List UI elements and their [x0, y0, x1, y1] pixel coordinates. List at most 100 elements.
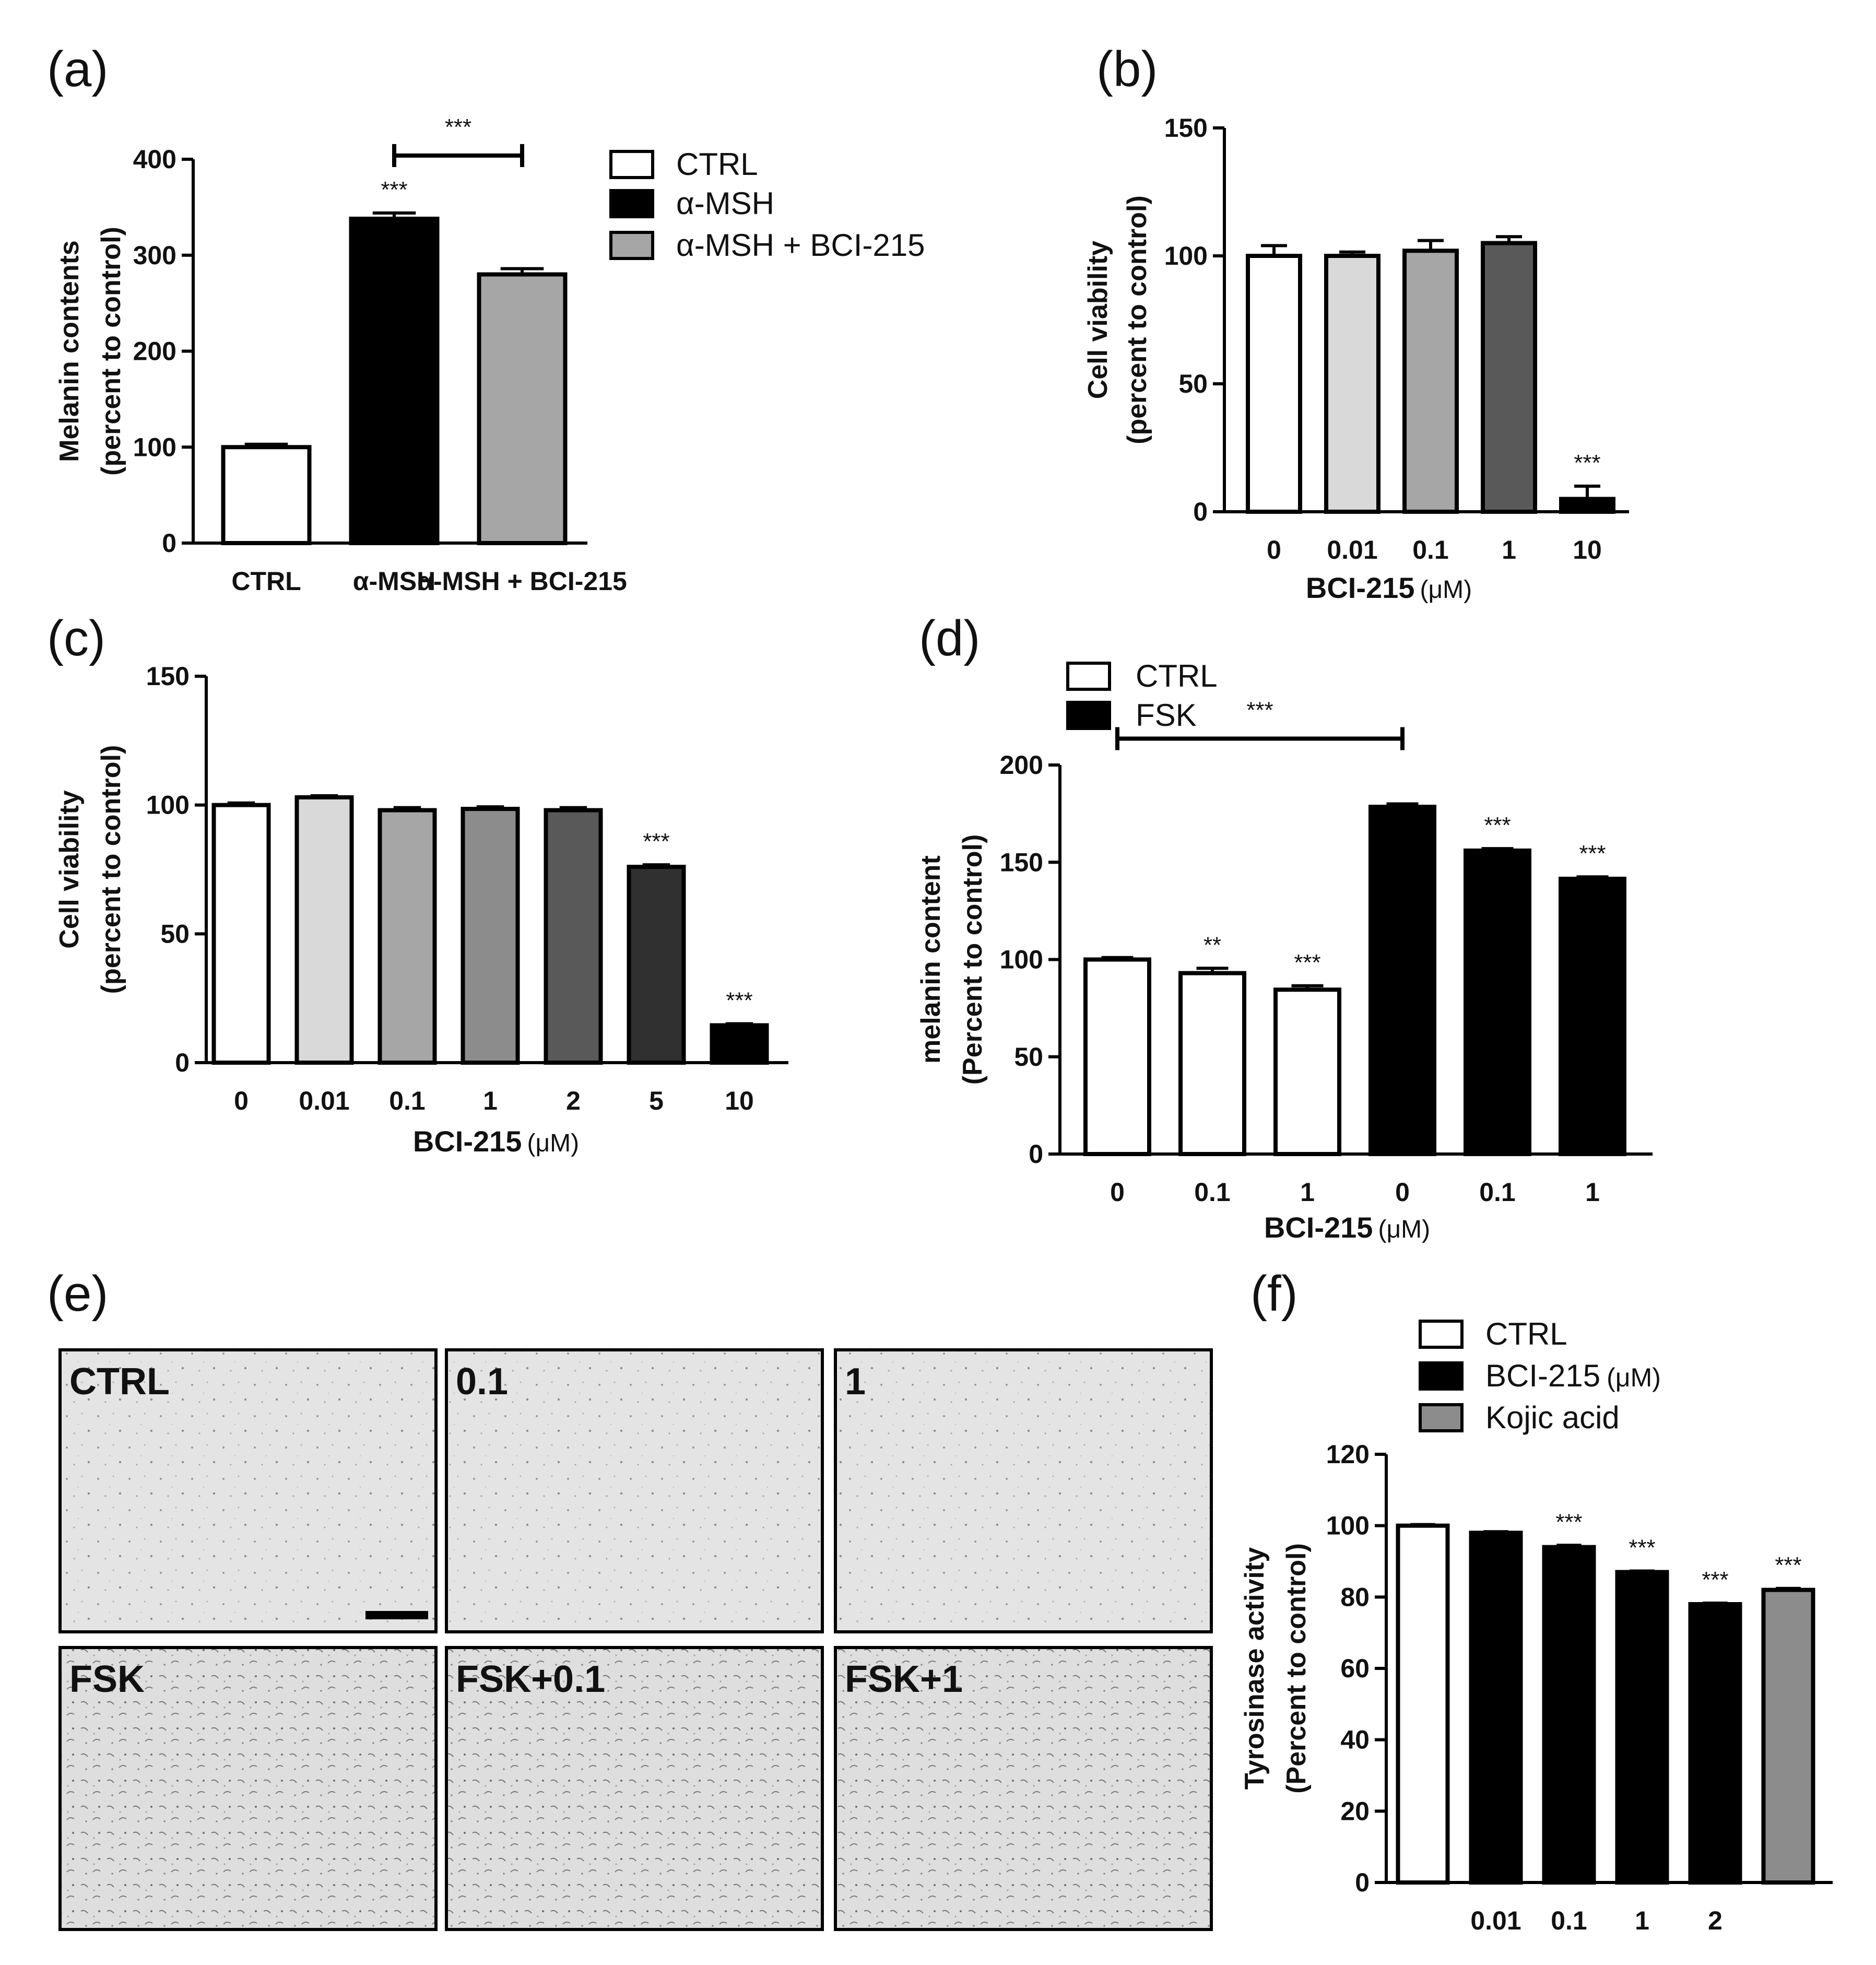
legend-d-label-ctrl: CTRL: [1136, 658, 1218, 693]
panel-label-b: (b): [1096, 41, 1158, 97]
y-axis-subtitle-c: (percent to control): [96, 745, 126, 994]
legend-f-swatch-kojic: [1419, 1403, 1464, 1432]
x-tick-label-c: 1: [483, 1086, 498, 1115]
significance-d: ***: [1294, 950, 1320, 975]
significance-b: ***: [1574, 450, 1600, 476]
y-tick-label-a: 200: [133, 337, 176, 366]
x-tick-label-d: 1: [1585, 1178, 1600, 1207]
x-tick-label-d: 0: [1110, 1178, 1125, 1207]
bracket-label-a: ***: [445, 114, 471, 140]
significance-a: ***: [381, 177, 407, 203]
micrograph-grid: CTRL 0.1 1 FSK FSK+0.1 FSK+1: [58, 1348, 1213, 1931]
x-tick-label-b: 0.1: [1412, 535, 1449, 564]
y-tick-label-b: 150: [1164, 113, 1208, 143]
legend-f-label-bci: BCI-215 (μM): [1485, 1358, 1661, 1393]
bar-a: [221, 445, 312, 545]
bar-d: [1464, 848, 1531, 1156]
x-axis-title-name-d: BCI-215: [1264, 1211, 1373, 1244]
x-tick-label-c: 0: [234, 1086, 249, 1115]
bar-f: [1469, 1531, 1523, 1885]
micrograph-image: [834, 1646, 1213, 1931]
x-axis-title-unit-c: (μM): [527, 1129, 579, 1157]
x-axis-title-name-b: BCI-215: [1306, 571, 1415, 604]
x-tick-label-b: 10: [1573, 535, 1602, 564]
legend-a-label-msh: α-MSH: [676, 186, 774, 221]
bar-c: [544, 808, 603, 1065]
x-tick-label-d: 0: [1395, 1178, 1410, 1207]
legend-d-swatch-fsk: [1066, 701, 1111, 730]
chart-f: 0 20 40 60 80 100 120 Tyrosinase activity (Perce…: [1240, 1440, 1833, 1935]
legend-f: CTRL BCI-215 (μM) Kojic acid: [1419, 1316, 1661, 1435]
y-tick-label-f: 80: [1340, 1582, 1370, 1611]
y-axis-subtitle-b: (percent to control): [1122, 195, 1152, 444]
bar-f: [1761, 1587, 1815, 1885]
x-tick-label-f: 1: [1635, 1906, 1649, 1935]
x-tick-label-a: α-MSH + BCI-215: [417, 567, 627, 596]
legend-f-label-bci-name: BCI-215: [1485, 1358, 1600, 1393]
bar-b: [1481, 241, 1537, 514]
micrograph-image: [445, 1646, 824, 1931]
x-tick-label-c: 5: [649, 1086, 664, 1115]
y-tick-label-f: 0: [1355, 1868, 1370, 1897]
y-tick-label-d: 200: [1000, 750, 1043, 780]
legend-f-swatch-ctrl: [1419, 1320, 1464, 1349]
y-axis-subtitle-a: (percent to control): [96, 227, 126, 476]
x-tick-label-c: 2: [566, 1086, 581, 1115]
legend-d-swatch-ctrl: [1066, 662, 1111, 691]
legend-d-label-fsk: FSK: [1136, 698, 1197, 733]
y-tick-label-a: 400: [133, 145, 176, 174]
y-tick-label-c: 150: [146, 662, 190, 691]
y-axis-subtitle-f: (Percent to control): [1281, 1543, 1312, 1794]
significance-f: ***: [1555, 1509, 1582, 1535]
panel-label-a: (a): [47, 41, 108, 97]
y-tick-label-a: 100: [133, 432, 176, 462]
legend-a-swatch-ctrl: [609, 150, 654, 179]
y-tick-label-a: 300: [133, 241, 176, 270]
x-tick-label-b: 0.01: [1327, 535, 1377, 564]
significance-d: ***: [1579, 841, 1606, 866]
x-axis-title-b: BCI-215 (μM): [1306, 571, 1472, 604]
legend-a-label-msh-bci: α-MSH + BCI-215: [676, 228, 925, 263]
bar-f: [1396, 1523, 1450, 1885]
bar-d: [1273, 987, 1341, 1157]
bar-b: [1402, 249, 1459, 514]
x-tick-label-b: 0: [1267, 535, 1281, 564]
significance-c: ***: [726, 988, 752, 1014]
bar-c: [377, 808, 437, 1065]
x-tick-label-d: 0.1: [1479, 1178, 1516, 1207]
significance-c: ***: [643, 829, 669, 854]
chart-a: 0 100 200 300 400 Melanin contents (percent to…: [54, 114, 627, 596]
panel-label-f: (f): [1250, 1266, 1298, 1322]
x-tick-label-f: 2: [1708, 1906, 1722, 1935]
y-tick-label-d: 100: [1000, 945, 1043, 974]
y-tick-label-b: 0: [1193, 497, 1208, 526]
x-tick-label-c: 10: [725, 1086, 754, 1115]
y-axis-title-d: melanin content: [916, 855, 946, 1064]
micrograph-image: [834, 1348, 1213, 1633]
significance-f: ***: [1702, 1567, 1728, 1593]
bar-c: [627, 865, 686, 1065]
y-tick-label-f: 100: [1326, 1511, 1370, 1540]
x-tick-label-a: α-MSH: [353, 567, 436, 596]
x-tick-label-f: 0.1: [1551, 1906, 1587, 1935]
legend-a: CTRL α-MSH α-MSH + BCI-215: [609, 147, 925, 263]
y-tick-label-f: 120: [1326, 1440, 1370, 1469]
significance-f: ***: [1629, 1535, 1655, 1560]
micrograph-image: [58, 1646, 438, 1931]
x-axis-title-d: BCI-215 (μM): [1264, 1211, 1430, 1244]
x-axis-title-unit-d: (μM): [1378, 1216, 1430, 1243]
y-axis-title-b: Cell viability: [1083, 241, 1113, 399]
x-axis-title-name-c: BCI-215: [413, 1125, 522, 1158]
y-tick-label-c: 0: [175, 1048, 190, 1077]
y-axis-subtitle-d: (Percent to control): [958, 834, 988, 1085]
y-tick-label-f: 40: [1340, 1725, 1370, 1755]
bar-a: [349, 216, 440, 545]
scale-bar: [365, 1611, 428, 1619]
legend-d: CTRL FSK: [1066, 658, 1218, 733]
y-axis-title-c: Cell viability: [54, 790, 85, 949]
legend-f-swatch-bci: [1419, 1361, 1464, 1391]
y-tick-label-f: 20: [1340, 1796, 1370, 1826]
